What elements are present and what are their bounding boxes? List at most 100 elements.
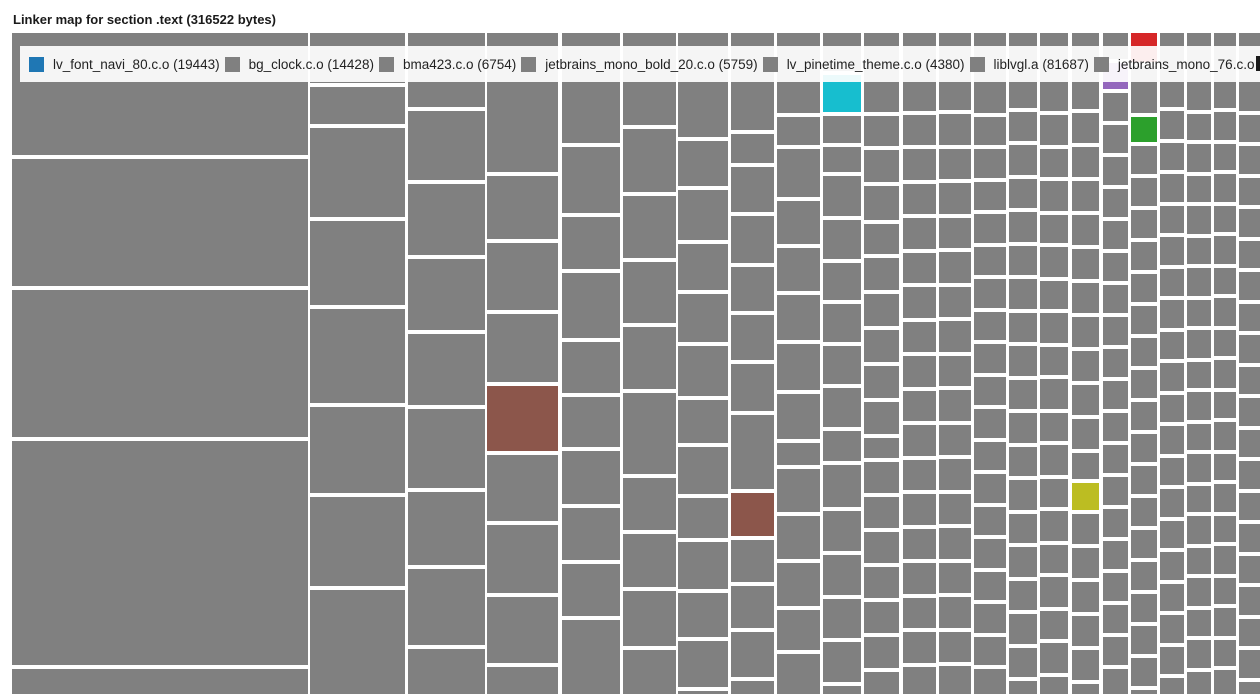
treemap-block[interactable] bbox=[974, 149, 1006, 178]
treemap-block[interactable] bbox=[1040, 347, 1068, 375]
treemap-block[interactable] bbox=[864, 186, 899, 220]
treemap-block[interactable] bbox=[1072, 317, 1099, 347]
treemap-block[interactable] bbox=[678, 641, 728, 687]
treemap-block[interactable] bbox=[678, 346, 728, 396]
treemap-block[interactable] bbox=[1214, 484, 1236, 512]
treemap-block[interactable] bbox=[408, 184, 485, 255]
treemap-block[interactable] bbox=[1239, 209, 1260, 237]
treemap-block[interactable] bbox=[1103, 253, 1128, 281]
treemap-block[interactable] bbox=[903, 494, 936, 525]
treemap-block[interactable] bbox=[1160, 174, 1184, 202]
treemap-block[interactable] bbox=[903, 322, 936, 352]
treemap-block[interactable] bbox=[1009, 648, 1037, 677]
treemap-block[interactable] bbox=[1187, 486, 1211, 512]
treemap-block[interactable] bbox=[310, 590, 405, 694]
treemap-block[interactable] bbox=[678, 244, 728, 290]
treemap-block[interactable] bbox=[1160, 458, 1184, 485]
treemap-block[interactable] bbox=[1072, 351, 1099, 381]
treemap-block[interactable] bbox=[1009, 212, 1037, 242]
treemap-block[interactable] bbox=[1187, 300, 1211, 326]
treemap-block[interactable] bbox=[1160, 206, 1184, 233]
treemap-block[interactable] bbox=[1103, 637, 1128, 665]
treemap-block[interactable] bbox=[1009, 112, 1037, 141]
treemap-block[interactable] bbox=[1103, 221, 1128, 249]
treemap-block[interactable] bbox=[1072, 650, 1099, 680]
treemap-block[interactable] bbox=[1103, 157, 1128, 185]
treemap-block[interactable] bbox=[1239, 682, 1260, 694]
treemap-block[interactable] bbox=[678, 400, 728, 443]
treemap-block[interactable] bbox=[1160, 678, 1184, 694]
treemap-block[interactable] bbox=[623, 534, 676, 587]
treemap-block[interactable] bbox=[1187, 516, 1211, 544]
treemap-block[interactable] bbox=[864, 637, 899, 668]
treemap-block[interactable] bbox=[974, 214, 1006, 243]
treemap-block[interactable] bbox=[1131, 370, 1157, 398]
treemap-block[interactable] bbox=[864, 116, 899, 146]
treemap-block[interactable] bbox=[1072, 113, 1099, 143]
treemap-block[interactable] bbox=[1214, 546, 1236, 574]
treemap-block[interactable] bbox=[1009, 179, 1037, 208]
treemap-block[interactable] bbox=[1239, 304, 1260, 331]
treemap-block[interactable] bbox=[1131, 402, 1157, 430]
treemap-block[interactable] bbox=[408, 334, 485, 405]
treemap-block[interactable] bbox=[1160, 521, 1184, 548]
treemap-block[interactable] bbox=[1009, 279, 1037, 309]
treemap-block[interactable] bbox=[1239, 556, 1260, 583]
treemap-block[interactable] bbox=[1131, 306, 1157, 334]
treemap-block[interactable] bbox=[823, 431, 861, 461]
treemap-block[interactable] bbox=[310, 309, 405, 403]
treemap-block[interactable] bbox=[777, 295, 820, 340]
treemap-block[interactable] bbox=[1009, 145, 1037, 175]
treemap-block[interactable] bbox=[1214, 298, 1236, 326]
treemap-block[interactable] bbox=[12, 159, 308, 286]
treemap-block[interactable] bbox=[1040, 281, 1068, 309]
treemap-block[interactable] bbox=[1072, 616, 1099, 646]
treemap-block[interactable] bbox=[974, 669, 1006, 694]
treemap-block[interactable] bbox=[1239, 619, 1260, 646]
treemap-block[interactable] bbox=[678, 294, 728, 342]
treemap-block[interactable] bbox=[939, 563, 971, 593]
treemap-block[interactable] bbox=[903, 149, 936, 180]
treemap-block[interactable] bbox=[487, 455, 558, 521]
treemap-block[interactable] bbox=[974, 604, 1006, 633]
treemap-block[interactable] bbox=[562, 147, 620, 213]
treemap-block[interactable] bbox=[1131, 562, 1157, 590]
treemap-block[interactable] bbox=[864, 294, 899, 326]
treemap-block[interactable] bbox=[1131, 434, 1157, 462]
treemap-block[interactable] bbox=[1009, 246, 1037, 275]
treemap-block[interactable] bbox=[731, 415, 774, 489]
treemap-block[interactable] bbox=[487, 667, 558, 694]
treemap-block[interactable] bbox=[1009, 681, 1037, 694]
treemap-block[interactable] bbox=[1160, 395, 1184, 422]
treemap-block[interactable] bbox=[1187, 362, 1211, 388]
treemap-block[interactable] bbox=[939, 597, 971, 628]
treemap-block[interactable] bbox=[487, 525, 558, 593]
treemap-block[interactable] bbox=[1239, 241, 1260, 268]
treemap-block[interactable] bbox=[1239, 335, 1260, 363]
treemap-block[interactable] bbox=[864, 567, 899, 598]
treemap-block[interactable] bbox=[864, 402, 899, 434]
treemap-block[interactable] bbox=[1214, 640, 1236, 666]
treemap-block[interactable] bbox=[823, 304, 861, 342]
treemap-block[interactable] bbox=[1040, 611, 1068, 639]
treemap-block[interactable] bbox=[1072, 385, 1099, 415]
treemap-block[interactable] bbox=[939, 252, 971, 283]
treemap-block[interactable] bbox=[939, 356, 971, 386]
treemap-block[interactable] bbox=[1214, 454, 1236, 480]
treemap-block[interactable] bbox=[731, 315, 774, 360]
treemap-block[interactable] bbox=[903, 563, 936, 594]
treemap-block[interactable] bbox=[1040, 413, 1068, 441]
treemap-block[interactable] bbox=[310, 221, 405, 305]
treemap-block[interactable] bbox=[1040, 379, 1068, 409]
treemap-block[interactable] bbox=[1131, 466, 1157, 494]
treemap-block[interactable] bbox=[823, 686, 861, 694]
treemap-block[interactable] bbox=[12, 441, 308, 665]
treemap-block[interactable] bbox=[1009, 614, 1037, 644]
treemap-block[interactable] bbox=[974, 182, 1006, 210]
treemap-block[interactable] bbox=[1214, 330, 1236, 356]
treemap-block-yellow[interactable] bbox=[1072, 483, 1099, 510]
treemap-block[interactable] bbox=[939, 425, 971, 455]
treemap-block[interactable] bbox=[823, 642, 861, 682]
treemap-block[interactable] bbox=[974, 474, 1006, 503]
treemap-block[interactable] bbox=[974, 507, 1006, 535]
